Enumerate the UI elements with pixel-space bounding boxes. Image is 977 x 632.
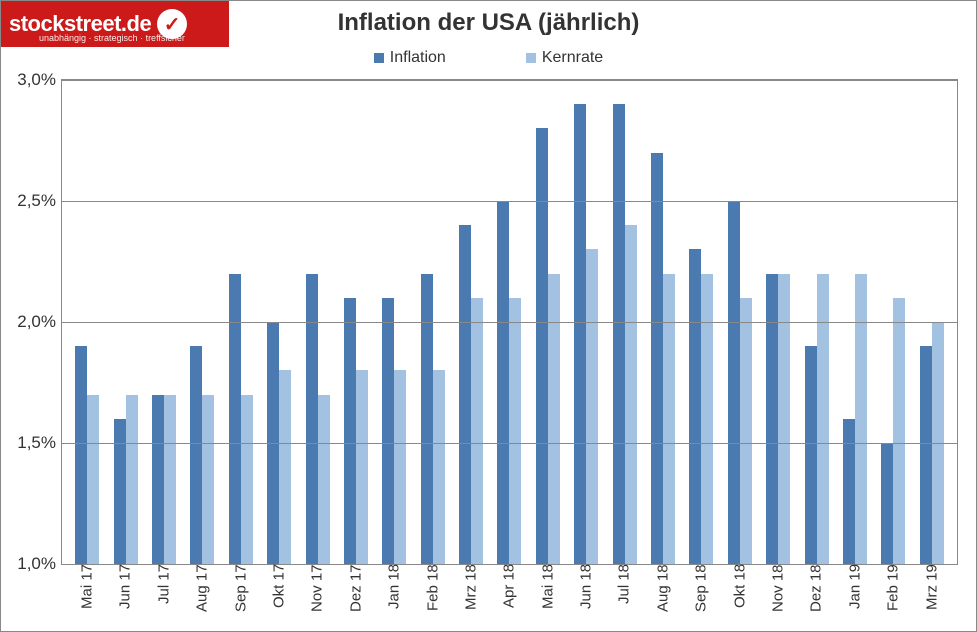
bar-kernrate (586, 249, 598, 564)
gridline (62, 322, 957, 323)
bar-kernrate (778, 274, 790, 564)
bar-kernrate (202, 395, 214, 564)
legend-swatch-kernrate (526, 53, 536, 63)
y-axis-label: 2,5% (17, 191, 62, 211)
bar-inflation (152, 395, 164, 564)
bar-inflation (190, 346, 202, 564)
bar-kernrate (740, 298, 752, 564)
x-axis-label: Jul 18 (605, 564, 643, 630)
bar-inflation (689, 249, 701, 564)
gridline (62, 80, 957, 81)
bar-inflation (843, 419, 855, 564)
legend-item-inflation: Inflation (374, 49, 446, 67)
legend-label: Kernrate (542, 49, 603, 67)
x-axis-label: Jan 18 (375, 564, 413, 630)
chart-container: stockstreet.de ✓ unabhängig · strategisc… (0, 0, 977, 632)
bar-inflation (574, 104, 586, 564)
x-axis-label: Mai 17 (68, 564, 106, 630)
x-axis-label: Nov 18 (759, 564, 797, 630)
bar-kernrate (701, 274, 713, 564)
bar-inflation (75, 346, 87, 564)
x-axis-label: Feb 19 (874, 564, 912, 630)
x-axis-label: Sep 18 (682, 564, 720, 630)
y-axis-label: 1,0% (17, 554, 62, 574)
bar-inflation (536, 128, 548, 564)
x-axis-label: Jun 18 (567, 564, 605, 630)
x-axis-label: Feb 18 (414, 564, 452, 630)
legend-swatch-inflation (374, 53, 384, 63)
gridline (62, 443, 957, 444)
bar-inflation (497, 201, 509, 564)
bar-kernrate (509, 298, 521, 564)
x-axis-label: Sep 17 (222, 564, 260, 630)
x-axis-label: Apr 18 (490, 564, 528, 630)
bar-kernrate (817, 274, 829, 564)
y-axis-label: 1,5% (17, 433, 62, 453)
bar-kernrate (356, 370, 368, 564)
bar-kernrate (548, 274, 560, 564)
x-axis-label: Mrz 18 (452, 564, 490, 630)
bar-inflation (651, 153, 663, 564)
chart-title: Inflation der USA (jährlich) (1, 9, 976, 37)
bar-kernrate (855, 274, 867, 564)
legend: Inflation Kernrate (1, 49, 976, 67)
x-axis-label: Dez 18 (797, 564, 835, 630)
bar-kernrate (318, 395, 330, 564)
y-axis-label: 3,0% (17, 70, 62, 90)
bar-inflation (920, 346, 932, 564)
bar-inflation (805, 346, 817, 564)
x-axis-label: Mrz 19 (913, 564, 951, 630)
bar-kernrate (471, 298, 483, 564)
bar-inflation (613, 104, 625, 564)
bar-inflation (229, 274, 241, 564)
x-axis-label: Nov 17 (298, 564, 336, 630)
bar-inflation (382, 298, 394, 564)
x-axis-label: Jun 17 (106, 564, 144, 630)
bar-inflation (306, 274, 318, 564)
bar-inflation (344, 298, 356, 564)
bar-inflation (421, 274, 433, 564)
x-axis-label: Jul 17 (145, 564, 183, 630)
legend-item-kernrate: Kernrate (526, 49, 603, 67)
bar-kernrate (663, 274, 675, 564)
x-axis-label: Aug 17 (183, 564, 221, 630)
bar-kernrate (126, 395, 138, 564)
bar-kernrate (433, 370, 445, 564)
bar-inflation (881, 443, 893, 564)
bar-kernrate (87, 395, 99, 564)
bar-kernrate (394, 370, 406, 564)
bar-kernrate (625, 225, 637, 564)
legend-label: Inflation (390, 49, 446, 67)
plot-area: Mai 17Jun 17Jul 17Aug 17Sep 17Okt 17Nov … (61, 79, 958, 565)
x-axis-label: Dez 17 (337, 564, 375, 630)
bar-inflation (728, 201, 740, 564)
x-axis-label: Okt 17 (260, 564, 298, 630)
bar-inflation (114, 419, 126, 564)
bar-kernrate (279, 370, 291, 564)
x-axis-label: Aug 18 (644, 564, 682, 630)
x-axis-label: Jan 19 (836, 564, 874, 630)
bar-inflation (459, 225, 471, 564)
bar-kernrate (164, 395, 176, 564)
bar-kernrate (893, 298, 905, 564)
x-axis-label: Mai 18 (529, 564, 567, 630)
bar-inflation (766, 274, 778, 564)
x-axis-label: Okt 18 (721, 564, 759, 630)
y-axis-label: 2,0% (17, 312, 62, 332)
x-axis-labels: Mai 17Jun 17Jul 17Aug 17Sep 17Okt 17Nov … (62, 564, 957, 630)
gridline (62, 201, 957, 202)
bar-kernrate (241, 395, 253, 564)
